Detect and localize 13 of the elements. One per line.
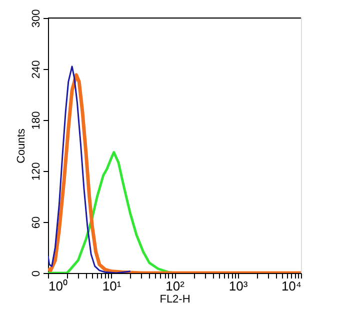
x-axis-title: FL2-H xyxy=(160,294,190,306)
x-tick-label: 10¹ xyxy=(102,278,122,294)
x-tick-label: 10⁰ xyxy=(48,278,68,294)
y-tick-label: 120 xyxy=(30,162,42,181)
y-tick-label: 0 xyxy=(30,270,42,277)
x-tick-label: 10² xyxy=(166,278,186,294)
x-tick-label: 10³ xyxy=(228,278,248,294)
x-tick-label: 10⁴ xyxy=(281,278,302,294)
y-tick-label: 180 xyxy=(30,111,42,130)
y-axis-title: Counts xyxy=(16,128,28,164)
y-tick-label: 60 xyxy=(30,216,42,229)
y-tick-label: 300 xyxy=(30,9,42,28)
y-tick-label: 240 xyxy=(30,60,42,79)
